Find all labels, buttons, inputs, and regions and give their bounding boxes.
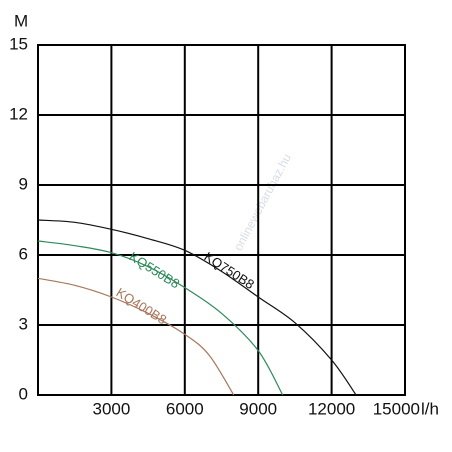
curve bbox=[37, 277, 235, 396]
y-tick-label: 12 bbox=[9, 104, 28, 123]
x-tick-label: 3000 bbox=[92, 399, 130, 418]
y-tick-label: 3 bbox=[19, 314, 28, 333]
x-tick-label: 6000 bbox=[166, 399, 204, 418]
y-tick-label: 15 bbox=[9, 34, 28, 53]
curve-label: KQ400B8 bbox=[114, 285, 170, 328]
x-tick-label: 15000 bbox=[373, 399, 420, 418]
curve bbox=[37, 219, 357, 396]
y-tick-label: 0 bbox=[19, 384, 28, 403]
x-tick-label: 9000 bbox=[239, 399, 277, 418]
x-tick-label: 12000 bbox=[308, 399, 355, 418]
y-tick-label: 9 bbox=[19, 174, 28, 193]
watermark: onlinewebaruhaz.hu bbox=[231, 151, 294, 252]
y-tick-label: 6 bbox=[19, 244, 28, 263]
x-axis-label: l/h bbox=[421, 399, 439, 418]
plot-frame bbox=[37, 44, 406, 396]
y-axis-label: M bbox=[14, 11, 28, 30]
curve bbox=[37, 240, 284, 396]
